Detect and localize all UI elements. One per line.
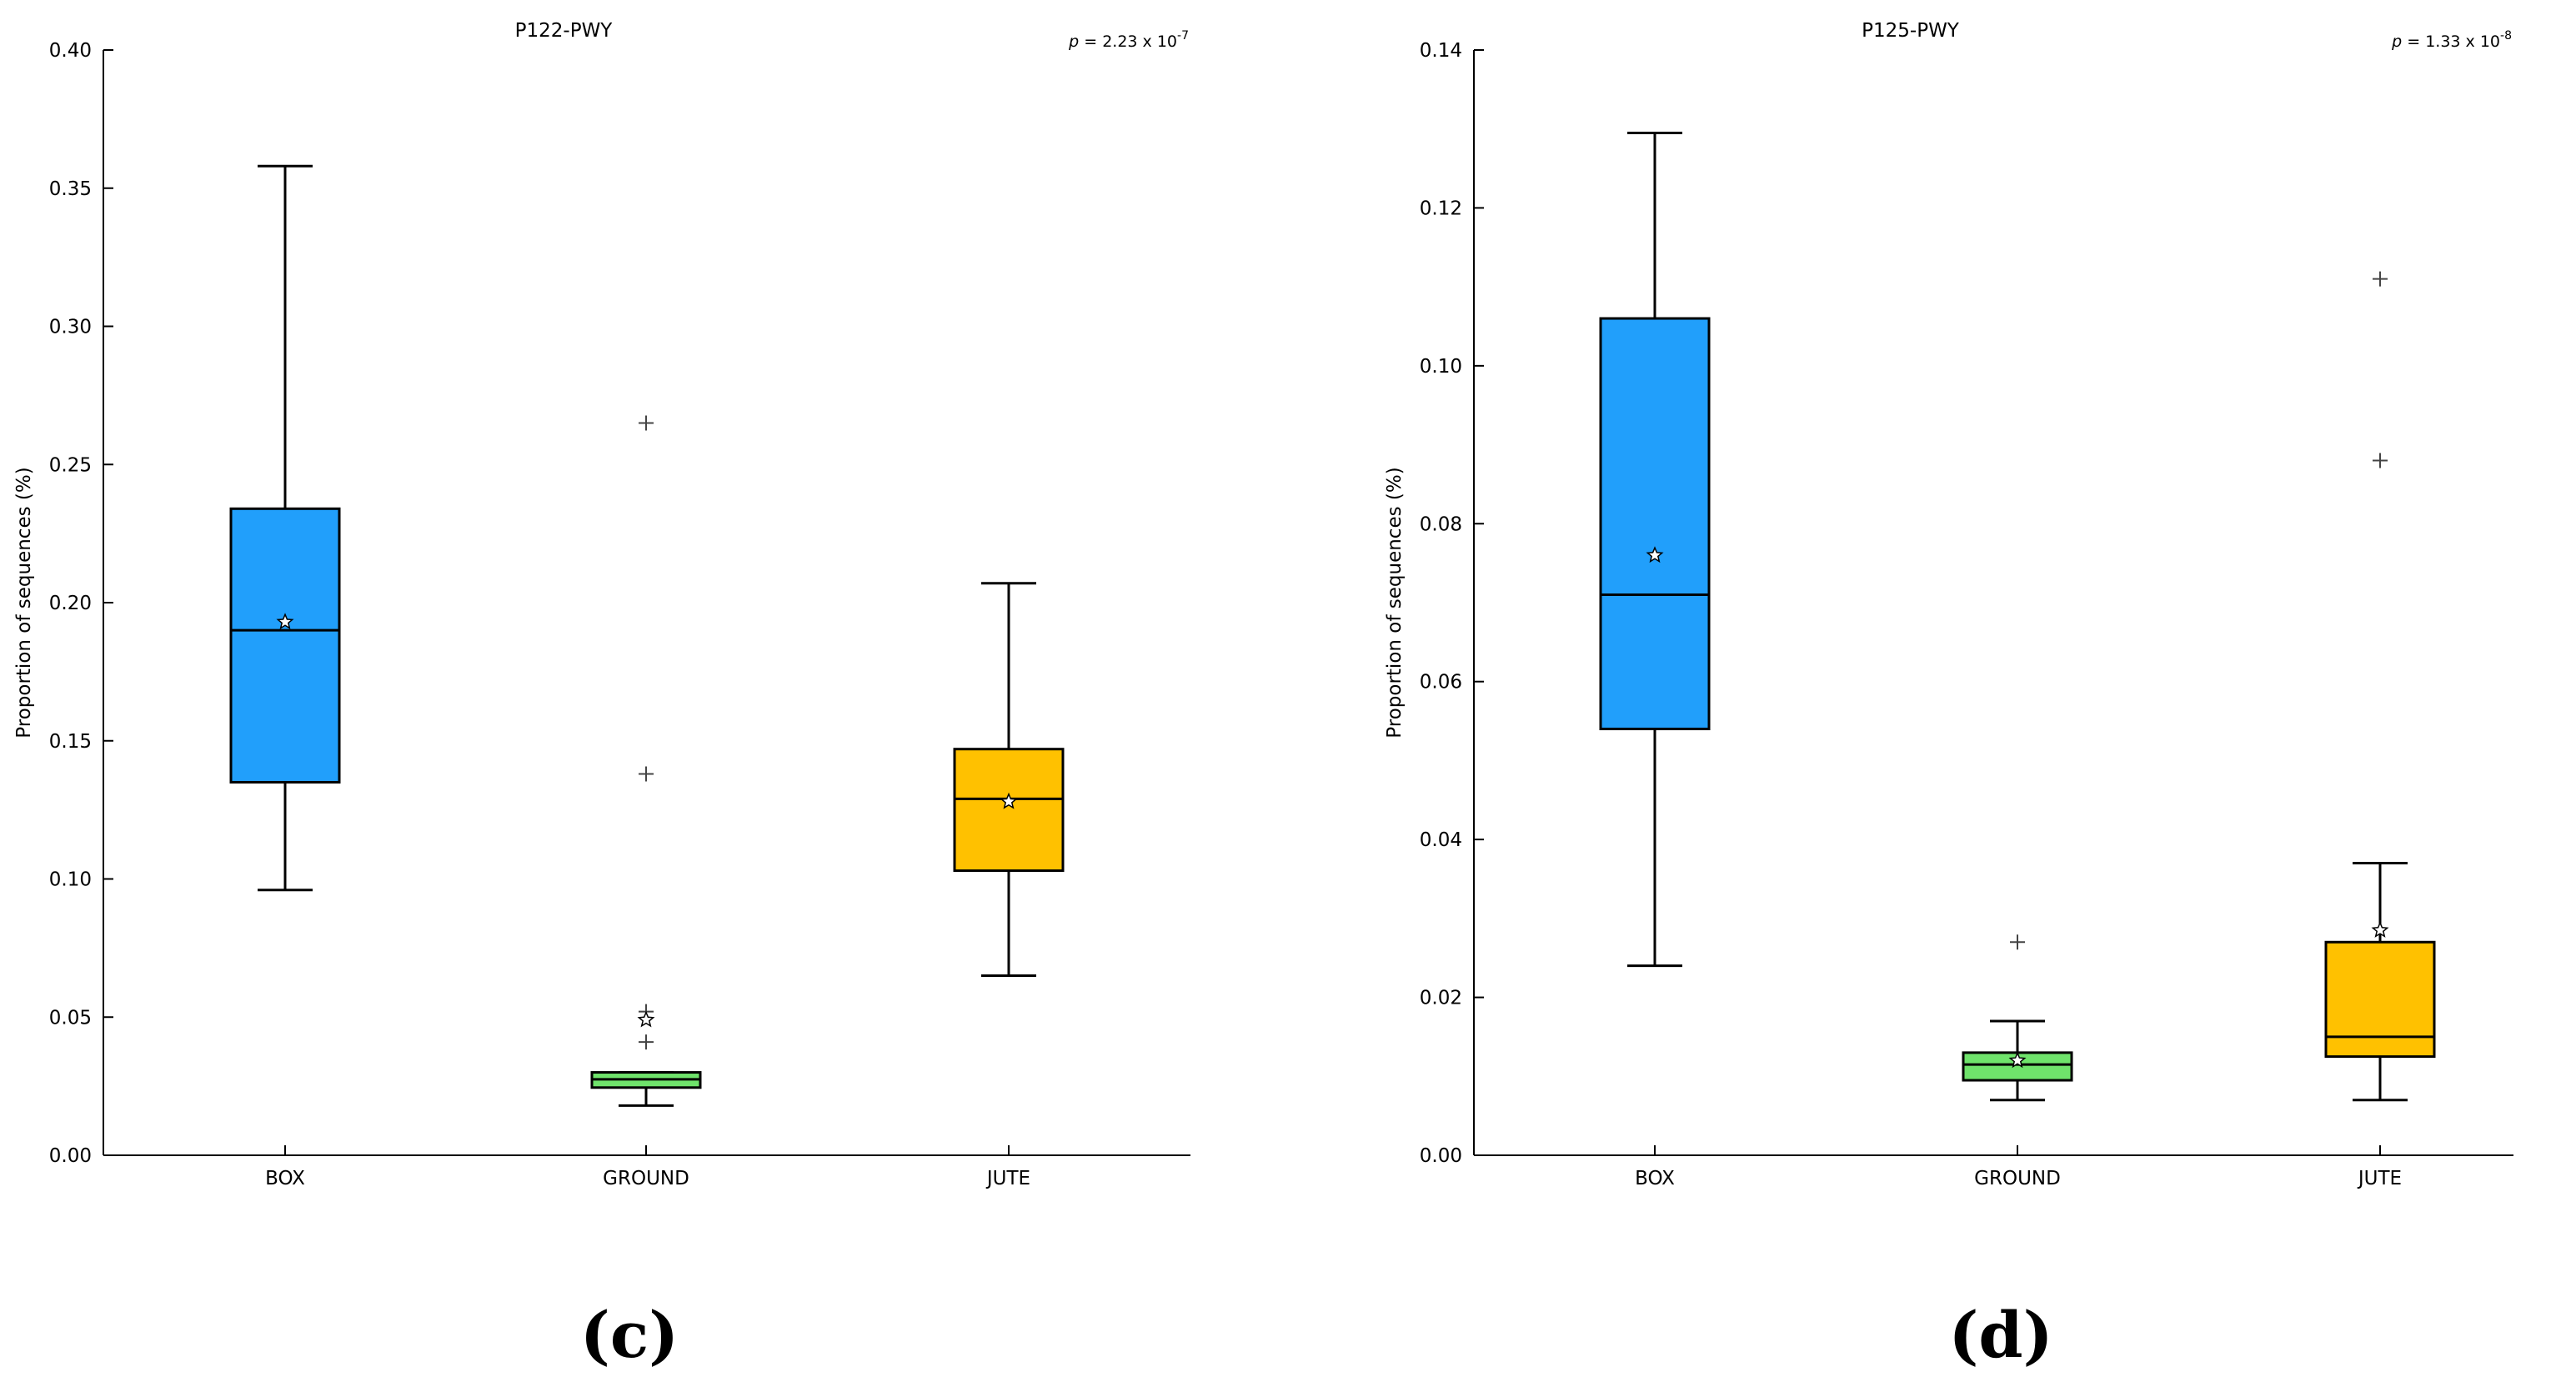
x-tick-label: BOX: [1635, 1168, 1675, 1189]
y-tick-label: 0.10: [49, 869, 92, 891]
y-axis-label: Proportion of sequences (%): [13, 467, 35, 738]
outlier-point: [639, 766, 654, 782]
outlier-point: [639, 415, 654, 431]
outlier-point: [2373, 271, 2388, 287]
panel-label: (c): [580, 1298, 679, 1372]
p-value-text: = 1.33 x 10: [2402, 33, 2500, 51]
y-tick-label: 0.10: [1420, 356, 1462, 378]
box-box: [229, 164, 341, 892]
y-tick-label: 0.05: [49, 1007, 92, 1029]
box-jute: [2324, 271, 2436, 1102]
mean-marker: [1000, 792, 1018, 809]
y-tick-label: 0.14: [1420, 40, 1462, 62]
y-tick-label: 0.25: [49, 454, 92, 476]
y-tick-label: 0.02: [1420, 988, 1462, 1009]
y-tick-label: 0.00: [49, 1145, 92, 1167]
iqr-box: [229, 507, 341, 784]
p-value-text: = 2.23 x 10: [1079, 33, 1177, 51]
y-tick-label: 0.04: [1420, 829, 1462, 851]
y-axis-label: Proportion of sequences (%): [1384, 467, 1406, 738]
x-tick-label: GROUND: [603, 1168, 689, 1189]
iqr-box: [953, 748, 1065, 873]
y-tick-label: 0.08: [1420, 513, 1462, 535]
y-tick-label: 0.40: [49, 40, 92, 62]
panel-label: (d): [1948, 1298, 2052, 1372]
y-tick-label: 0.30: [49, 317, 92, 338]
box-ground: [1962, 934, 2073, 1102]
mean-marker: [2008, 1051, 2027, 1069]
outlier-point: [2010, 934, 2025, 950]
mean-marker: [1646, 546, 1664, 563]
mean-marker: [637, 1010, 655, 1028]
outlier-point: [2373, 453, 2388, 468]
mean-marker: [2371, 921, 2389, 938]
iqr-box: [2324, 940, 2436, 1059]
mean-marker: [276, 613, 294, 630]
y-tick-label: 0.20: [49, 593, 92, 614]
box-jute: [953, 582, 1065, 978]
box-box: [1599, 131, 1711, 968]
p-value-exponent: -8: [2500, 29, 2512, 43]
x-tick-label: GROUND: [1974, 1168, 2061, 1189]
x-tick-label: BOX: [265, 1168, 305, 1189]
box-ground: [590, 415, 702, 1107]
y-tick-label: 0.15: [49, 731, 92, 753]
p-value-exponent: -7: [1177, 29, 1189, 43]
y-tick-label: 0.06: [1420, 672, 1462, 694]
chart-panel-1: 0.00 0.05 0.10 0.15 0.20 0.25 0.30 0.35 0.40 Prop…: [13, 20, 1190, 1372]
iqr-box: [1599, 317, 1711, 731]
x-tick-label: JUTE: [985, 1168, 1030, 1189]
outlier-point: [639, 1034, 654, 1050]
x-tick-label: JUTE: [2357, 1168, 2402, 1189]
y-tick-label: 0.35: [49, 178, 92, 200]
chart-panel-2: 0.00 0.02 0.04 0.06 0.08 0.10 0.12 0.14 Proporti…: [1384, 20, 2513, 1372]
p-value-symbol: p: [1068, 33, 1079, 51]
chart-title: P122-PWY: [515, 20, 614, 42]
chart-title: P125-PWY: [1862, 20, 1960, 42]
p-value-annotation: p = 1.33 x 10-8: [2391, 29, 2512, 51]
p-value-annotation: p = 2.23 x 10-7: [1068, 29, 1189, 51]
y-tick-label: 0.00: [1420, 1145, 1462, 1167]
y-tick-label: 0.12: [1420, 198, 1462, 219]
p-value-symbol: p: [2391, 33, 2402, 51]
